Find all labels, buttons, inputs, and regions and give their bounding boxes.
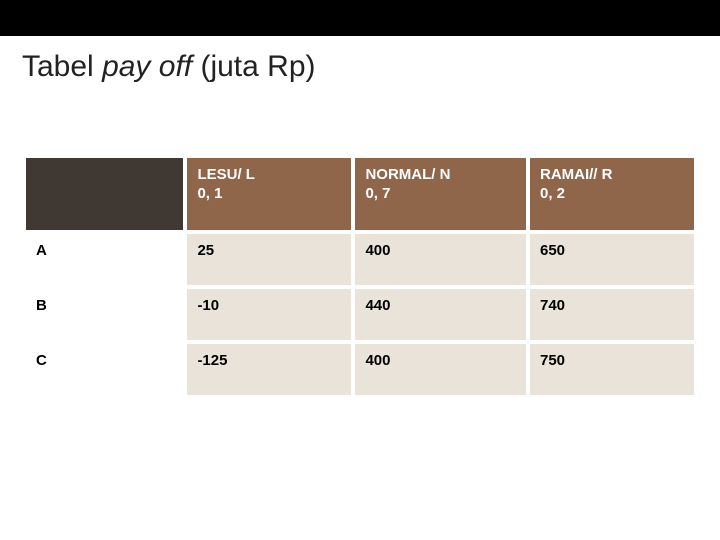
cell-A-3: 650: [530, 234, 694, 285]
cell-B-2: 440: [355, 289, 526, 340]
cell-C-2: 400: [355, 344, 526, 395]
header-col-2-line1: NORMAL/ N: [365, 166, 450, 183]
row-label-A: A: [26, 234, 183, 285]
payoff-table-container: LESU/ L 0, 1 NORMAL/ N 0, 7 RAMAI// R 0,…: [22, 154, 698, 399]
table-row: B -10 440 740: [26, 289, 694, 340]
header-col-1-line2: 0, 1: [197, 185, 222, 202]
cell-B-1: -10: [187, 289, 351, 340]
header-col-3-line2: 0, 2: [540, 185, 565, 202]
cell-A-2: 400: [355, 234, 526, 285]
header-col-3: RAMAI// R 0, 2: [530, 158, 694, 230]
header-col-1-line1: LESU/ L: [197, 166, 255, 183]
header-col-1: LESU/ L 0, 1: [187, 158, 351, 230]
title-prefix: Tabel: [22, 50, 102, 83]
table-row: A 25 400 650: [26, 234, 694, 285]
cell-B-3: 740: [530, 289, 694, 340]
top-bar: [0, 0, 720, 36]
cell-A-1: 25: [187, 234, 351, 285]
payoff-table: LESU/ L 0, 1 NORMAL/ N 0, 7 RAMAI// R 0,…: [22, 154, 698, 399]
row-label-B: B: [26, 289, 183, 340]
cell-C-3: 750: [530, 344, 694, 395]
cell-C-1: -125: [187, 344, 351, 395]
table-row: C -125 400 750: [26, 344, 694, 395]
slide-title: Tabel pay off (juta Rp): [22, 50, 720, 84]
row-label-C: C: [26, 344, 183, 395]
title-italic: pay off: [102, 50, 192, 83]
title-suffix: (juta Rp): [192, 50, 315, 83]
header-col-2: NORMAL/ N 0, 7: [355, 158, 526, 230]
header-corner: [26, 158, 183, 230]
header-col-2-line2: 0, 7: [365, 185, 390, 202]
table-header-row: LESU/ L 0, 1 NORMAL/ N 0, 7 RAMAI// R 0,…: [26, 158, 694, 230]
header-col-3-line1: RAMAI// R: [540, 166, 613, 183]
